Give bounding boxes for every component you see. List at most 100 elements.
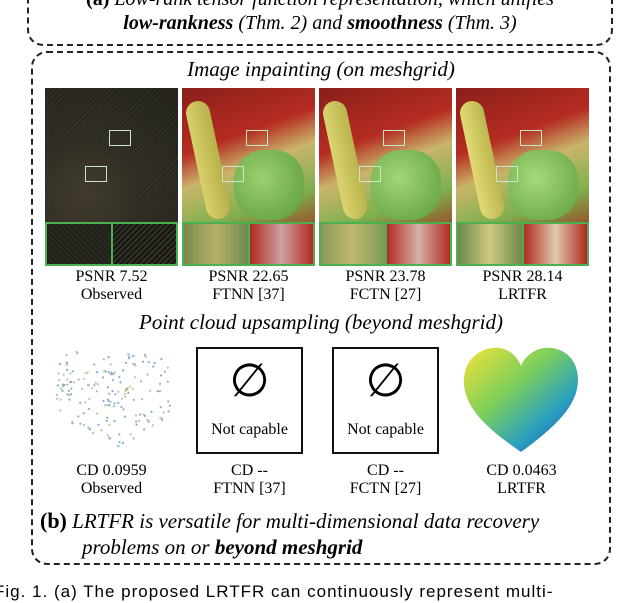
roi-box	[246, 130, 268, 146]
point	[82, 377, 85, 380]
point	[71, 420, 74, 423]
point	[117, 390, 120, 393]
point	[69, 381, 72, 384]
point	[106, 416, 109, 419]
point	[58, 379, 61, 382]
lrtfr-image-panel	[456, 88, 589, 266]
point	[117, 445, 120, 448]
empty-set-icon: ∅	[229, 354, 270, 406]
point	[106, 434, 109, 437]
point	[71, 370, 74, 373]
point	[108, 392, 111, 395]
ftnn-not-capable-text: Not capable	[211, 421, 288, 438]
fctn-not-capable-text: Not capable	[347, 421, 424, 438]
point	[147, 420, 150, 423]
point	[123, 415, 127, 418]
part-a-line2-mid1: (Thm. 2) and	[233, 12, 348, 34]
point	[102, 376, 105, 379]
point	[147, 361, 150, 364]
point	[65, 361, 68, 365]
roi-box	[359, 166, 381, 182]
point	[66, 378, 69, 381]
part-b-line1: (b) LRTFR is versatile for multi-dimensi…	[40, 508, 539, 534]
point	[75, 350, 78, 353]
point	[94, 381, 97, 384]
point	[133, 376, 136, 379]
point	[77, 415, 80, 418]
point	[61, 385, 65, 388]
zoom-inset	[45, 222, 113, 266]
point	[125, 361, 128, 364]
point	[107, 355, 110, 359]
point	[93, 384, 96, 387]
point	[132, 398, 135, 401]
point	[60, 387, 63, 390]
point	[106, 386, 110, 389]
point	[70, 387, 73, 390]
roi-box	[520, 130, 542, 146]
point	[58, 363, 61, 366]
point	[59, 398, 62, 401]
observed-psnr-label: PSNR 7.52	[75, 268, 148, 285]
zoom-inset	[319, 222, 387, 266]
point	[96, 383, 99, 386]
point	[77, 378, 80, 381]
ftnn-method-label: FTNN [37]	[212, 286, 285, 303]
zoom-inset-row	[456, 222, 589, 266]
point	[146, 373, 149, 376]
point	[151, 424, 154, 427]
figure-caption: Fig. 1. (a) The proposed LRTFR can conti…	[0, 582, 554, 601]
low-rankness-text: low-rankness	[123, 12, 234, 34]
part-a-line1-text: Low-rank tensor function representation,…	[114, 0, 554, 10]
zoom-inset-row	[182, 222, 315, 266]
point	[109, 363, 112, 366]
point	[113, 371, 116, 374]
point	[135, 423, 138, 426]
ftnn-cd-label: CD --	[231, 462, 268, 479]
point	[124, 395, 127, 398]
point	[111, 379, 115, 382]
fctn-pc-method-label: FCTN [27]	[349, 480, 422, 497]
ftnn-not-capable-box: ∅ Not capable	[196, 347, 303, 454]
point	[132, 437, 135, 440]
point	[112, 373, 115, 376]
point	[127, 357, 130, 360]
observed-method-label: Observed	[80, 286, 143, 303]
point	[129, 433, 132, 436]
point	[140, 380, 143, 383]
fctn-psnr-label: PSNR 23.78	[345, 268, 426, 285]
point	[66, 383, 69, 386]
point	[161, 418, 164, 421]
point	[126, 386, 129, 390]
point	[159, 416, 162, 419]
point	[156, 390, 159, 393]
point	[162, 411, 165, 414]
point	[69, 393, 73, 396]
point	[69, 372, 72, 375]
point	[149, 389, 152, 392]
point	[146, 419, 149, 422]
point	[140, 398, 144, 401]
point	[104, 370, 107, 373]
point	[152, 365, 155, 368]
lrtfr-pointcloud-heart	[463, 347, 578, 452]
roi-box	[109, 130, 131, 146]
roi-box	[496, 166, 518, 182]
point	[82, 412, 85, 415]
point	[122, 408, 125, 411]
point	[143, 428, 146, 431]
point	[95, 390, 98, 393]
point	[88, 397, 91, 400]
point	[65, 363, 68, 367]
smoothness-text: smoothness	[347, 12, 443, 34]
point	[62, 373, 65, 376]
point	[132, 362, 135, 366]
point	[104, 404, 107, 407]
point	[163, 370, 166, 373]
beyond-meshgrid-text: beyond meshgrid	[214, 535, 363, 559]
point	[120, 405, 123, 409]
fctn-image-panel	[319, 88, 452, 266]
point	[61, 383, 64, 386]
fctn-method-label: FCTN [27]	[349, 286, 422, 303]
point	[73, 381, 76, 384]
